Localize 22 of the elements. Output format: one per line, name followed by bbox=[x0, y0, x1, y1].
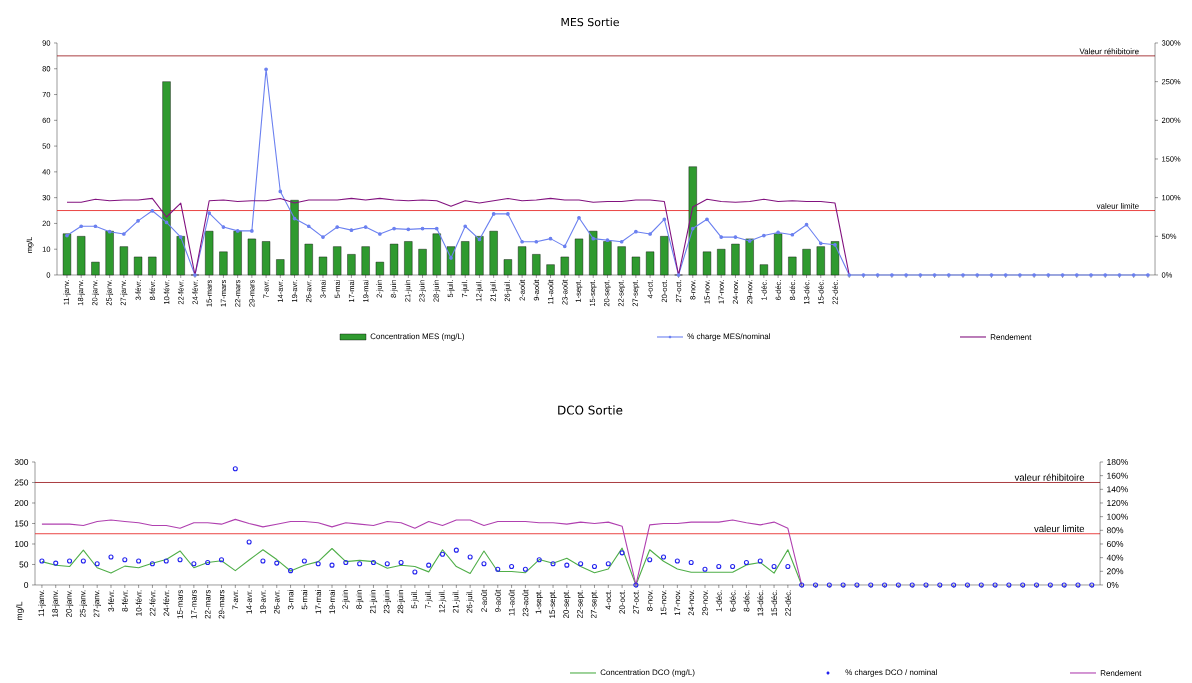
y2-tick-label: 20% bbox=[1107, 568, 1124, 575]
y2-tick-label: 120% bbox=[1107, 499, 1128, 506]
y2-tick-label: 40% bbox=[1106, 554, 1124, 561]
y2-tick-label: 180% bbox=[1107, 458, 1128, 465]
ref-line-label: valeur réhibitoire bbox=[1014, 473, 1085, 481]
y-tick-label: 100 bbox=[15, 540, 29, 547]
y2-tick-label: 160% bbox=[1107, 472, 1128, 479]
y-tick-label: 150 bbox=[15, 520, 29, 527]
y2-tick-label: 80% bbox=[1106, 527, 1124, 534]
chart-title: DCO Sortie bbox=[558, 405, 623, 415]
y-tick-label: 50 bbox=[19, 561, 29, 568]
y2-tick-label: 100% bbox=[1107, 513, 1128, 520]
y-axis-title: mg/L bbox=[16, 601, 24, 620]
y-tick-label: 200 bbox=[14, 500, 29, 506]
chart-title: MES Sortie bbox=[561, 17, 619, 27]
y-tick-label: 0 bbox=[24, 581, 29, 588]
y2-tick-label: 60% bbox=[1107, 540, 1124, 547]
y-tick-label: 250 bbox=[14, 479, 29, 486]
ref-line-label: valeur limite bbox=[1034, 525, 1085, 533]
y2-tick-label: 140% bbox=[1107, 486, 1128, 493]
y-tick-label: 300 bbox=[14, 459, 29, 465]
y2-tick-label: 0% bbox=[1106, 581, 1119, 588]
